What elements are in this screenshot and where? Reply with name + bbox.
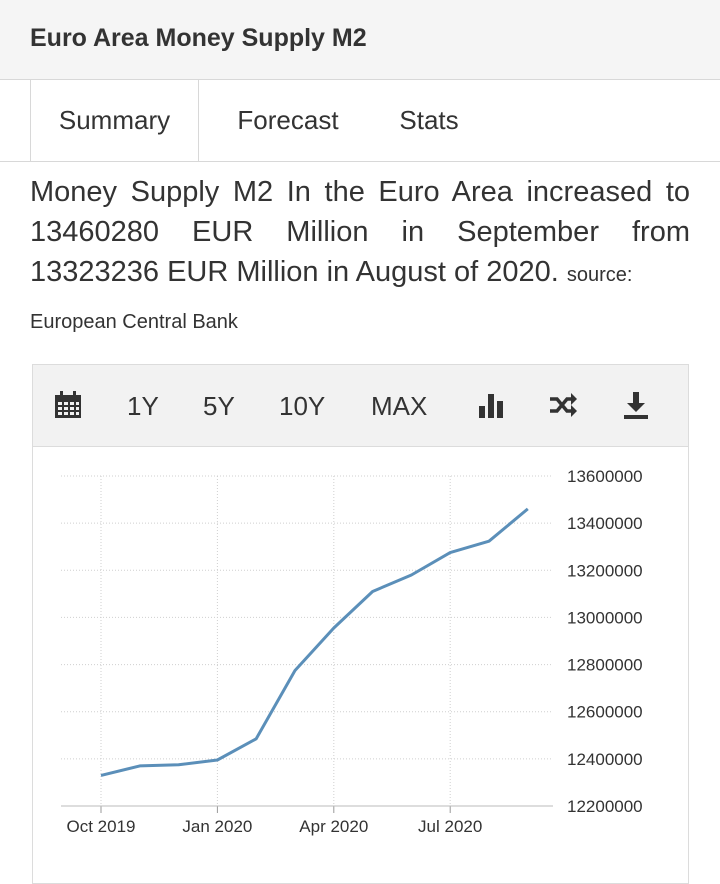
shuffle-icon[interactable] [548, 390, 578, 420]
source-name: European Central Bank [30, 311, 238, 333]
summary-text: Money Supply M2 In the Euro Area increas… [30, 176, 690, 288]
calendar-icon[interactable] [53, 390, 83, 420]
tab-stats[interactable]: Stats [399, 105, 459, 135]
x-tick-label: Jan 2020 [182, 817, 252, 836]
x-tick-label: Apr 2020 [299, 817, 368, 836]
range-max-button[interactable]: MAX [371, 391, 428, 421]
x-tick-label: Oct 2019 [67, 817, 136, 836]
y-tick-label: 12600000 [567, 703, 643, 722]
download-icon[interactable] [621, 390, 651, 420]
y-tick-label: 13000000 [567, 608, 643, 627]
series-line [100, 507, 529, 777]
summary-paragraph: Money Supply M2 In the Euro Area increas… [30, 172, 690, 295]
line-chart: 13600000 13400000 13200000 13000000 12800000… [61, 467, 643, 836]
y-tick-label: 12400000 [567, 750, 643, 769]
tab-forecast[interactable]: Forecast [237, 105, 339, 135]
page-header: Euro Area Money Supply M2 [0, 0, 720, 80]
tab-summary[interactable]: Summary [30, 80, 199, 161]
x-tick-label: Jul 2020 [418, 817, 482, 836]
bar-chart-icon[interactable] [476, 390, 506, 420]
range-1y-button[interactable]: 1Y [127, 391, 159, 421]
y-tick-label: 13200000 [567, 561, 643, 580]
y-tick-label: 13600000 [567, 467, 643, 486]
page-title: Euro Area Money Supply M2 [30, 24, 367, 52]
tab-bar: Summary Forecast Stats [0, 80, 720, 162]
range-5y-button[interactable]: 5Y [203, 391, 235, 421]
range-10y-button[interactable]: 10Y [279, 391, 326, 421]
chart-toolbar: 1Y 5Y 10Y MAX [33, 365, 688, 447]
y-tick-label: 12800000 [567, 656, 643, 675]
y-tick-label: 12200000 [567, 797, 643, 816]
source-label: source: [566, 264, 633, 286]
y-tick-label: 13400000 [567, 514, 643, 533]
chart-panel: 1Y 5Y 10Y MAX 13600000 13400000 13200000 13… [32, 364, 689, 884]
